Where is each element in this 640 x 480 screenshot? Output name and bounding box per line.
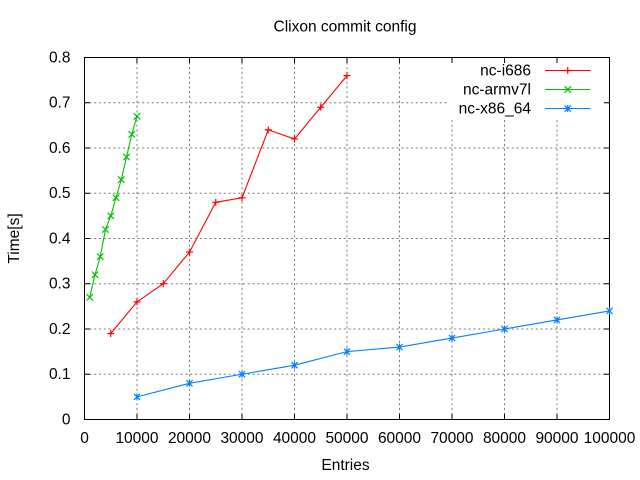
svg-text:50000: 50000 <box>325 430 368 447</box>
svg-text:nc-armv7l: nc-armv7l <box>463 81 531 98</box>
svg-text:0: 0 <box>80 430 89 447</box>
svg-text:20000: 20000 <box>168 430 211 447</box>
svg-text:0.3: 0.3 <box>49 276 71 293</box>
svg-text:0.5: 0.5 <box>49 185 71 202</box>
svg-text:40000: 40000 <box>273 430 316 447</box>
svg-text:Clixon commit config: Clixon commit config <box>274 19 417 36</box>
svg-text:60000: 60000 <box>378 430 421 447</box>
svg-text:0: 0 <box>62 411 71 428</box>
svg-text:0.1: 0.1 <box>49 366 71 383</box>
svg-text:0.8: 0.8 <box>49 49 71 66</box>
svg-text:nc-x86_64: nc-x86_64 <box>459 100 532 117</box>
svg-text:Time[s]: Time[s] <box>6 213 23 263</box>
svg-text:80000: 80000 <box>483 430 526 447</box>
svg-text:90000: 90000 <box>535 430 578 447</box>
svg-text:0.2: 0.2 <box>49 321 71 338</box>
svg-text:30000: 30000 <box>220 430 263 447</box>
svg-text:0.4: 0.4 <box>49 230 71 247</box>
svg-text:nc-i686: nc-i686 <box>480 62 531 79</box>
svg-text:70000: 70000 <box>430 430 473 447</box>
svg-text:Entries: Entries <box>321 457 369 474</box>
svg-text:10000: 10000 <box>115 430 158 447</box>
svg-text:0.7: 0.7 <box>49 95 71 112</box>
svg-text:100000: 100000 <box>584 430 636 447</box>
svg-text:0.6: 0.6 <box>49 140 71 157</box>
